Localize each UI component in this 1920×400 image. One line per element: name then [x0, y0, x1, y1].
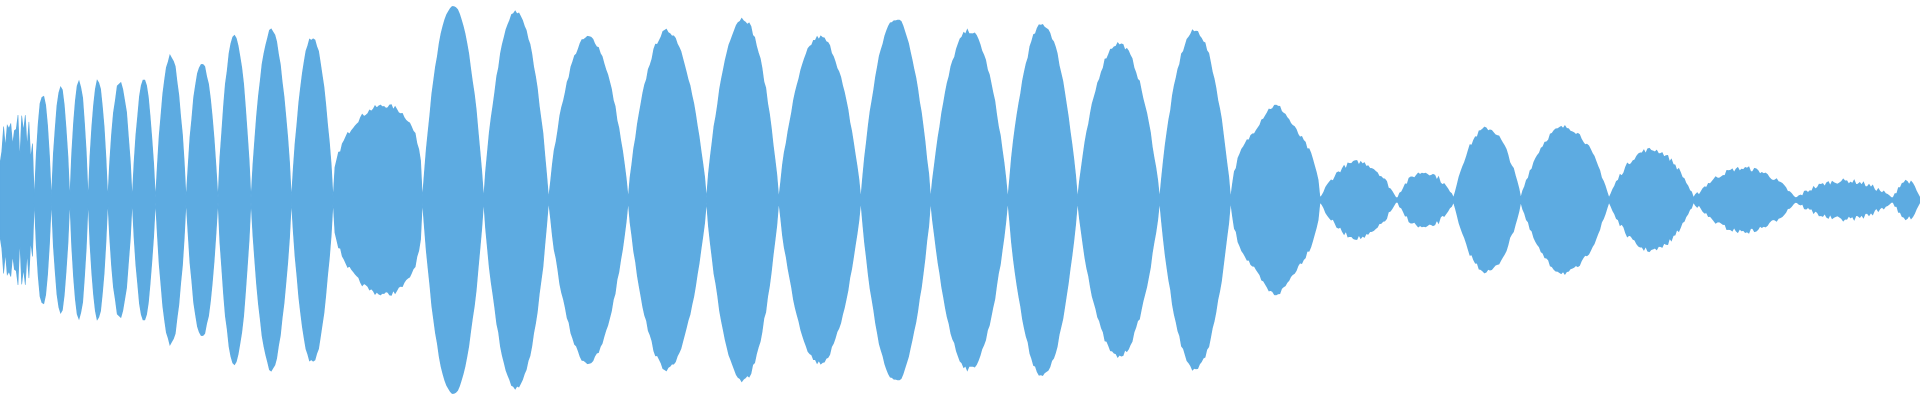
waveform [0, 6, 1920, 394]
